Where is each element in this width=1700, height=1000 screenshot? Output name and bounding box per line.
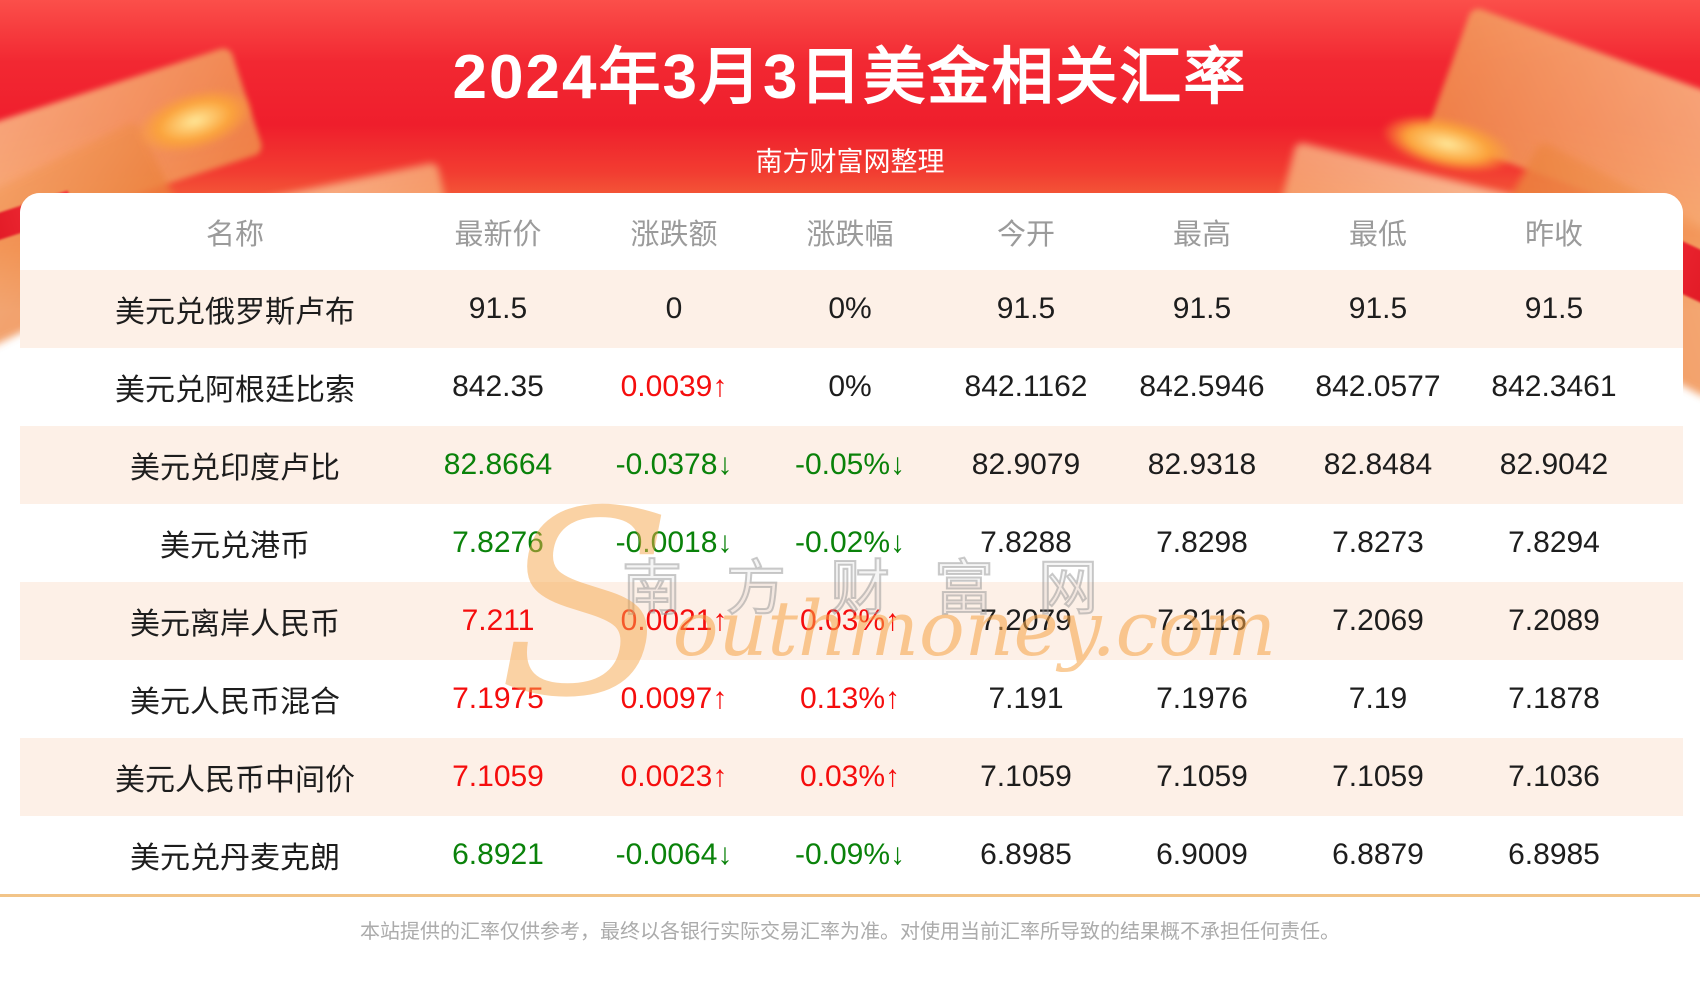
- row-low: 842.0577: [1315, 370, 1441, 403]
- column-header-high: 最高: [1172, 218, 1231, 251]
- column-header-open: 今开: [996, 218, 1055, 251]
- row-prev-close: 7.1878: [1508, 682, 1600, 715]
- row-latest: 91.5: [468, 292, 528, 325]
- table-row: 美元兑港币 7.8276 -0.0018↓ -0.02%↓ 7.8288 7.8…: [20, 504, 1683, 582]
- table-row: 美元兑俄罗斯卢布 91.5 0 0% 91.5 91.5 91.5 91.5: [20, 270, 1683, 348]
- footer-divider: [0, 894, 1700, 897]
- row-change-pct: 0.03%↑: [799, 760, 901, 793]
- row-low: 7.8273: [1332, 526, 1424, 559]
- row-latest: 7.1059: [452, 760, 544, 793]
- row-change-pct: -0.05%↓: [794, 448, 906, 481]
- row-high: 7.1976: [1156, 682, 1248, 715]
- row-change-pct: -0.02%↓: [794, 526, 906, 559]
- row-change-pct: -0.09%↓: [794, 838, 906, 871]
- rates-table-card: 名称 最新价 涨跌额 涨跌幅 今开 最高 最低 昨收 美元兑俄罗斯卢布 91.5…: [20, 193, 1683, 894]
- row-open: 7.1059: [980, 760, 1072, 793]
- row-change-pct: 0%: [828, 292, 872, 325]
- row-change: -0.0018↓: [615, 526, 733, 559]
- row-low: 7.19: [1348, 682, 1408, 715]
- row-high: 6.9009: [1156, 838, 1248, 871]
- row-latest: 7.1975: [452, 682, 544, 715]
- row-change: 0.0039↑: [620, 370, 728, 403]
- row-prev-close: 842.3461: [1491, 370, 1617, 403]
- column-header-prev-close: 昨收: [1524, 218, 1583, 251]
- row-name: 美元兑印度卢比: [130, 452, 340, 485]
- row-name: 美元人民币中间价: [115, 764, 355, 797]
- row-name: 美元人民币混合: [130, 686, 340, 719]
- row-low: 91.5: [1348, 292, 1408, 325]
- row-high: 7.8298: [1156, 526, 1248, 559]
- row-latest: 842.35: [452, 370, 544, 403]
- row-change-pct: 0.03%↑: [799, 604, 901, 637]
- row-change: 0.0021↑: [620, 604, 728, 637]
- row-low: 6.8879: [1332, 838, 1424, 871]
- row-name: 美元离岸人民币: [130, 608, 340, 641]
- table-row: 美元兑印度卢比 82.8664 -0.0378↓ -0.05%↓ 82.9079…: [20, 426, 1683, 504]
- row-low: 7.2069: [1332, 604, 1424, 637]
- page-title: 2024年3月3日美金相关汇率: [452, 43, 1248, 112]
- table-row: 美元人民币中间价 7.1059 0.0023↑ 0.03%↑ 7.1059 7.…: [20, 738, 1683, 816]
- row-low: 7.1059: [1332, 760, 1424, 793]
- row-prev-close: 82.9042: [1499, 448, 1609, 481]
- row-high: 7.2116: [1157, 604, 1247, 637]
- row-open: 7.8288: [980, 526, 1072, 559]
- column-header-latest: 最新价: [454, 218, 542, 251]
- row-change: 0: [665, 292, 683, 325]
- column-header-name: 名称: [205, 218, 264, 251]
- row-low: 82.8484: [1323, 448, 1433, 481]
- row-latest: 7.211: [461, 604, 535, 637]
- row-name: 美元兑俄罗斯卢布: [115, 296, 355, 329]
- row-prev-close: 6.8985: [1508, 838, 1600, 871]
- row-change: 0.0097↑: [620, 682, 728, 715]
- table-row: 美元兑阿根廷比索 842.35 0.0039↑ 0% 842.1162 842.…: [20, 348, 1683, 426]
- row-change-pct: 0.13%↑: [799, 682, 901, 715]
- row-high: 82.9318: [1147, 448, 1257, 481]
- page-subtitle: 南方财富网整理: [755, 147, 945, 177]
- table-row: 美元人民币混合 7.1975 0.0097↑ 0.13%↑ 7.191 7.19…: [20, 660, 1683, 738]
- row-latest: 82.8664: [443, 448, 553, 481]
- row-latest: 7.8276: [452, 526, 544, 559]
- disclaimer-text: 本站提供的汇率仅供参考，最终以各银行实际交易汇率为准。对使用当前汇率所导致的结果…: [360, 921, 1340, 943]
- row-prev-close: 7.1036: [1508, 760, 1600, 793]
- table-body: 美元兑俄罗斯卢布 91.5 0 0% 91.5 91.5 91.5 91.5 美…: [20, 270, 1683, 894]
- row-open: 7.2079: [980, 604, 1072, 637]
- row-change: 0.0023↑: [620, 760, 728, 793]
- row-prev-close: 7.8294: [1508, 526, 1600, 559]
- row-high: 842.5946: [1139, 370, 1265, 403]
- row-latest: 6.8921: [452, 838, 544, 871]
- row-name: 美元兑港币: [160, 530, 310, 563]
- row-high: 7.1059: [1156, 760, 1248, 793]
- row-high: 91.5: [1172, 292, 1232, 325]
- row-change: -0.0064↓: [615, 838, 733, 871]
- row-open: 82.9079: [971, 448, 1081, 481]
- column-header-change: 涨跌额: [630, 218, 718, 251]
- table-row: 美元离岸人民币 7.211 0.0021↑ 0.03%↑ 7.2079 7.21…: [20, 582, 1683, 660]
- row-prev-close: 91.5: [1524, 292, 1584, 325]
- column-header-low: 最低: [1348, 218, 1407, 251]
- table-header-row: 名称 最新价 涨跌额 涨跌幅 今开 最高 最低 昨收: [20, 193, 1683, 270]
- row-change: -0.0378↓: [615, 448, 733, 481]
- row-name: 美元兑丹麦克朗: [130, 842, 340, 875]
- table-row: 美元兑丹麦克朗 6.8921 -0.0064↓ -0.09%↓ 6.8985 6…: [20, 816, 1683, 894]
- row-open: 7.191: [988, 682, 1064, 715]
- row-open: 6.8985: [980, 838, 1072, 871]
- row-change-pct: 0%: [828, 370, 872, 403]
- column-header-change-pct: 涨跌幅: [806, 218, 894, 251]
- row-open: 842.1162: [964, 370, 1088, 403]
- row-open: 91.5: [996, 292, 1056, 325]
- row-name: 美元兑阿根廷比索: [115, 374, 355, 407]
- row-prev-close: 7.2089: [1508, 604, 1600, 637]
